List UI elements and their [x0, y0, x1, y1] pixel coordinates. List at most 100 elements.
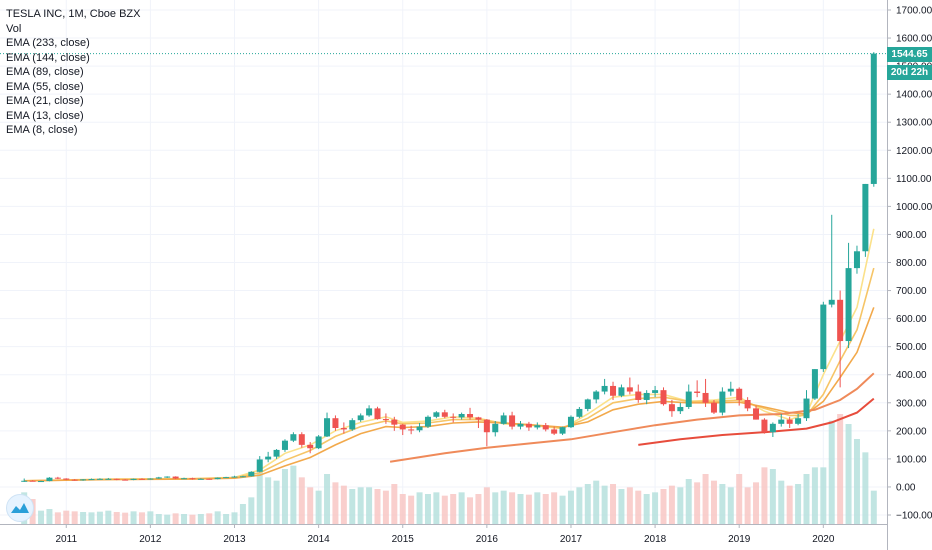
legend-ema-21[interactable]: EMA (21, close)	[6, 95, 84, 107]
candle-body	[778, 419, 785, 424]
legend-ema-55[interactable]: EMA (55, close)	[6, 80, 84, 93]
candle-body	[483, 419, 490, 433]
volume-bar	[433, 492, 440, 524]
candle-body	[273, 449, 280, 457]
legend-ema-144[interactable]: EMA (144, close)	[6, 51, 90, 64]
candle-body	[113, 478, 120, 480]
candle-body	[366, 408, 373, 416]
y-tick-label: 0.00	[896, 482, 916, 493]
candle-body	[231, 476, 238, 478]
candle-body	[870, 53, 877, 184]
y-tick-label: 1000.00	[896, 202, 932, 213]
candles[interactable]	[21, 52, 877, 483]
volume-bar	[509, 492, 516, 524]
legend-vol[interactable]: Vol	[6, 22, 22, 35]
volume-bar	[694, 482, 701, 524]
legend-ema-8[interactable]: EMA (8, close)	[6, 124, 78, 136]
candle-body	[786, 419, 793, 424]
y-tick-label: 700.00	[896, 286, 927, 297]
candle-body	[626, 387, 633, 392]
candle-body	[71, 479, 78, 481]
candle-body	[677, 406, 684, 412]
y-tick-label: 300.00	[896, 398, 927, 409]
volume-bar	[366, 487, 373, 524]
x-tick-label: 2016	[476, 534, 499, 545]
volume-bar	[105, 510, 112, 524]
volume-bar	[492, 492, 499, 524]
ema-55-line	[389, 372, 875, 463]
volume-bar	[559, 495, 566, 524]
volume-bar	[702, 474, 709, 524]
volume-bar	[80, 512, 87, 524]
volume-bar	[88, 512, 95, 524]
volume-bar	[862, 452, 869, 524]
price-axis[interactable]: 1700.001600.001500.001400.001300.001200.…	[887, 0, 932, 550]
candle-body	[307, 444, 314, 449]
volume-bars	[21, 414, 877, 524]
candle-body	[197, 478, 204, 480]
candle-body	[668, 404, 675, 412]
candle-body	[551, 429, 558, 434]
candle-body	[181, 478, 188, 480]
candle-body	[408, 429, 415, 431]
legend-title[interactable]: TESLA INC, 1M, Cboe BZX	[6, 8, 141, 20]
legend-ema-233[interactable]: EMA (233, close)	[6, 37, 90, 49]
candle-body	[38, 481, 45, 483]
volume-bar	[164, 514, 171, 524]
ema-21-line	[24, 307, 875, 482]
candle-body	[710, 402, 717, 413]
candle-body	[567, 416, 574, 428]
volume-bar	[542, 494, 549, 524]
candle-body	[828, 299, 835, 305]
volume-bar	[719, 484, 726, 524]
volume-bar	[273, 480, 280, 524]
candle-body	[172, 476, 179, 479]
legend-ema-89[interactable]: EMA (89, close)	[6, 66, 84, 78]
candle-body	[256, 459, 263, 472]
candle-body	[694, 391, 701, 393]
candle-body	[441, 412, 448, 417]
candle-body	[853, 251, 860, 269]
volume-bar	[795, 484, 802, 524]
candle-body	[509, 415, 516, 427]
candle-body	[475, 417, 482, 420]
volume-bar	[214, 511, 221, 524]
candle-body	[593, 391, 600, 400]
volume-bar	[324, 474, 331, 524]
time-axis[interactable]: 2011 2012 2013 2014 2015 2016 2017 2018 2019 2020	[0, 524, 887, 545]
volume-bar	[391, 484, 398, 524]
volume-bar	[349, 489, 356, 524]
tradingview-logo-icon[interactable]	[6, 494, 34, 522]
volume-bar	[399, 494, 406, 524]
candle-body	[63, 478, 70, 480]
last-price-badge: 1544.65	[887, 47, 932, 62]
volume-bar	[374, 489, 381, 524]
candle-body	[492, 423, 499, 433]
x-tick-label: 2018	[644, 534, 667, 545]
y-tick-label: 900.00	[896, 230, 927, 241]
volume-bar	[223, 514, 230, 524]
volume-bar	[197, 514, 204, 524]
volume-bar	[786, 485, 793, 524]
candle-body	[96, 478, 103, 480]
candle-body	[248, 471, 255, 477]
candle-body	[416, 426, 423, 431]
candle-body	[357, 415, 364, 421]
volume-bar	[744, 487, 751, 524]
candle-body	[769, 423, 776, 433]
legend-ema-13[interactable]: EMA (13, close)	[6, 109, 84, 122]
candle-body	[584, 399, 591, 409]
y-tick-label: 100.00	[896, 454, 927, 465]
volume-bar	[870, 490, 877, 524]
volume-bar	[357, 487, 364, 524]
volume-bar	[63, 510, 70, 524]
volume-bar	[382, 490, 389, 524]
volume-bar	[820, 467, 827, 524]
volume-bar	[467, 497, 474, 524]
volume-bar	[610, 484, 617, 524]
candle-body	[290, 434, 297, 441]
volume-bar	[248, 497, 255, 524]
ema-89-line	[638, 397, 875, 446]
volume-bar	[736, 474, 743, 524]
volume-bar	[281, 469, 288, 524]
